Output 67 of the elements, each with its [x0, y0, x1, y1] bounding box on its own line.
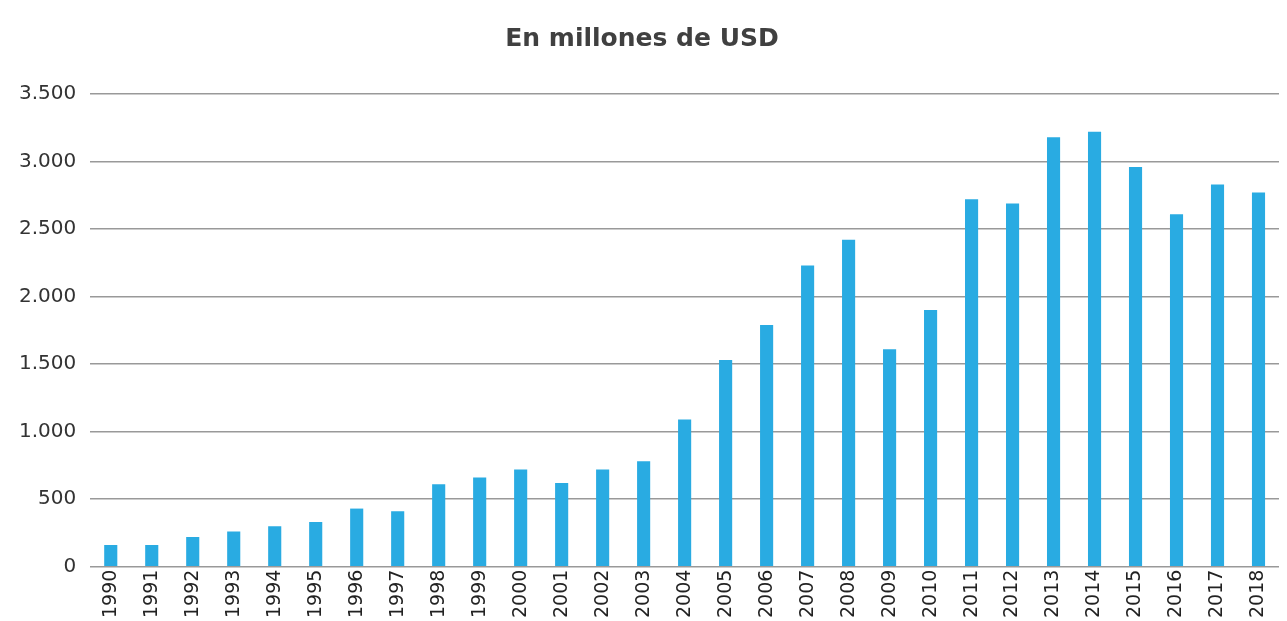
- x-tick-label: 1998: [425, 569, 448, 619]
- chart-title: En millones de USD: [505, 22, 779, 52]
- y-tick-label: 2.500: [18, 215, 77, 240]
- x-tick-label: 1997: [384, 569, 407, 619]
- bar: [350, 508, 364, 566]
- x-tick-label: 1994: [261, 569, 284, 619]
- x-tick-label: 2000: [507, 569, 530, 619]
- bar: [1169, 214, 1184, 566]
- x-tick-label: 1991: [138, 569, 161, 619]
- bar: [719, 360, 733, 566]
- bar: [473, 477, 487, 566]
- x-tick-label: 1993: [220, 569, 243, 619]
- bar: [104, 545, 118, 566]
- x-tick-label: 1992: [179, 569, 202, 619]
- bar: [1046, 137, 1061, 566]
- bar: [924, 310, 938, 566]
- x-tick-label: 2006: [753, 569, 776, 619]
- bar: [555, 482, 569, 566]
- bar: [1210, 184, 1225, 566]
- x-tick-label: 1990: [97, 569, 120, 619]
- bar: [1006, 203, 1020, 566]
- bar: [883, 349, 897, 566]
- bar: [1251, 192, 1266, 566]
- x-tick-label: 2003: [630, 569, 653, 619]
- bar: [268, 526, 282, 566]
- bar: [678, 419, 692, 566]
- y-tick-label: 500: [38, 485, 77, 510]
- bar: [227, 531, 241, 566]
- bar: [842, 239, 856, 566]
- x-tick-label: 2015: [1122, 569, 1145, 619]
- x-tick-label: 2013: [1040, 569, 1063, 619]
- x-tick-label: 2002: [589, 569, 612, 619]
- x-tick-label: 2004: [671, 569, 694, 619]
- bar: [801, 265, 815, 566]
- x-tick-label: 2016: [1163, 569, 1186, 619]
- x-tick-label: 2012: [999, 569, 1022, 619]
- y-tick-label: 1.000: [18, 417, 77, 442]
- y-tick-label: 0: [63, 552, 77, 577]
- x-tick-label: 2005: [712, 569, 735, 619]
- bar: [432, 484, 446, 566]
- bar: [1087, 131, 1102, 566]
- x-tick-label: 2008: [835, 569, 858, 619]
- x-tick-label: 2011: [958, 569, 981, 619]
- x-tick-label: 2010: [917, 569, 940, 619]
- x-tick-label: 1995: [302, 569, 325, 619]
- bar: [514, 469, 528, 566]
- bar: [596, 469, 610, 566]
- bar: [391, 511, 405, 566]
- x-tick-label: 1996: [343, 569, 366, 619]
- y-tick-label: 1.500: [18, 350, 77, 375]
- x-tick-label: 2014: [1081, 569, 1104, 619]
- bar: [145, 545, 159, 566]
- x-tick-label: 2001: [548, 569, 571, 619]
- bar: [1128, 166, 1143, 566]
- bar: [309, 522, 323, 566]
- bar: [186, 536, 200, 566]
- bar: [965, 199, 979, 566]
- x-tick-label: 1999: [466, 569, 489, 619]
- y-tick-label: 2.000: [18, 282, 77, 307]
- y-tick-label: 3.500: [18, 80, 77, 105]
- bar: [637, 461, 651, 566]
- y-tick-label: 3.000: [18, 147, 77, 172]
- x-tick-label: 2018: [1245, 569, 1268, 619]
- x-tick-label: 2009: [876, 569, 899, 619]
- bar: [760, 324, 774, 566]
- x-tick-label: 2017: [1204, 569, 1227, 619]
- x-tick-label: 2007: [794, 569, 817, 619]
